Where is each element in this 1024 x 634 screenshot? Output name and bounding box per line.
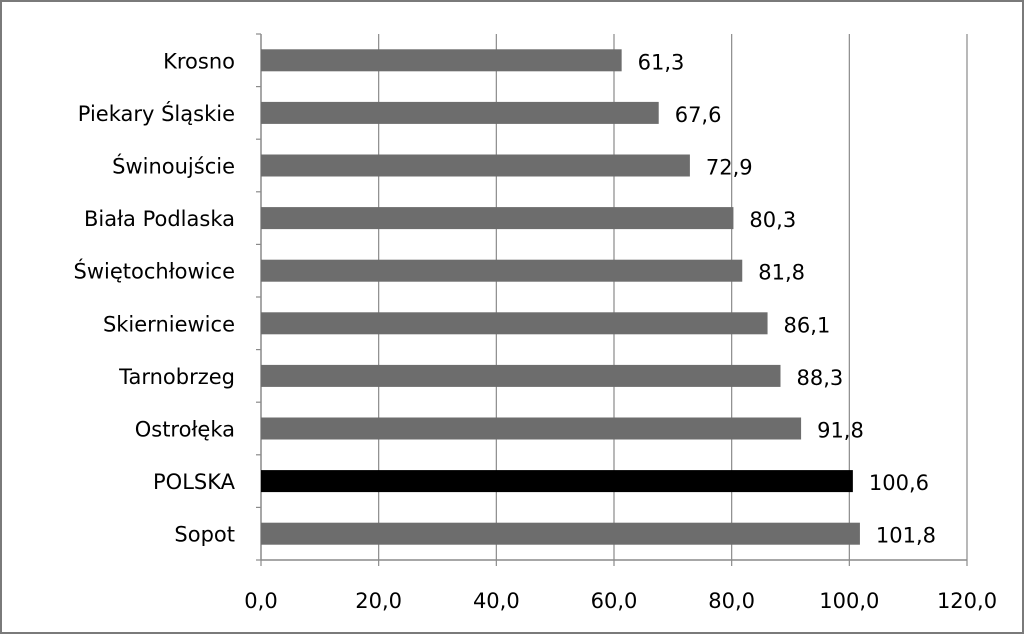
x-tick-label: 60,0 — [591, 589, 638, 613]
category-label: Świnoujście — [112, 154, 235, 179]
category-label: POLSKA — [153, 470, 236, 494]
bar — [261, 207, 734, 230]
bar — [261, 364, 781, 387]
data-label: 88,3 — [796, 366, 843, 390]
x-tick-label: 20,0 — [355, 589, 402, 613]
bar — [261, 522, 860, 545]
category-label: Tarnobrzeg — [118, 365, 235, 389]
category-label: Biała Podlaska — [84, 207, 235, 231]
x-tick-label: 120,0 — [937, 589, 997, 613]
category-label: Krosno — [163, 49, 235, 73]
bar — [261, 154, 690, 177]
bar — [261, 417, 802, 440]
data-label: 86,1 — [784, 313, 831, 337]
category-label: Skierniewice — [103, 312, 235, 336]
data-label: 100,6 — [869, 471, 929, 495]
data-label: 61,3 — [638, 50, 685, 74]
data-label: 80,3 — [749, 208, 796, 232]
bar — [261, 312, 768, 335]
bar — [261, 101, 659, 124]
bar — [261, 49, 622, 72]
x-tick-label: 40,0 — [473, 589, 520, 613]
data-label: 72,9 — [706, 156, 753, 180]
x-tick-label: 100,0 — [819, 589, 879, 613]
category-label: Piekary Śląskie — [78, 101, 235, 126]
bar — [261, 259, 743, 282]
data-label: 91,8 — [817, 419, 864, 443]
data-label: 101,8 — [876, 524, 936, 548]
x-tick-label: 0,0 — [244, 589, 277, 613]
category-label: Ostrołęka — [135, 418, 235, 442]
data-label: 81,8 — [758, 261, 805, 285]
x-tick-label: 80,0 — [708, 589, 755, 613]
data-label: 67,6 — [675, 103, 722, 127]
category-label: Świętochłowice — [74, 259, 236, 284]
bar — [261, 470, 853, 493]
category-label: Sopot — [174, 523, 235, 547]
